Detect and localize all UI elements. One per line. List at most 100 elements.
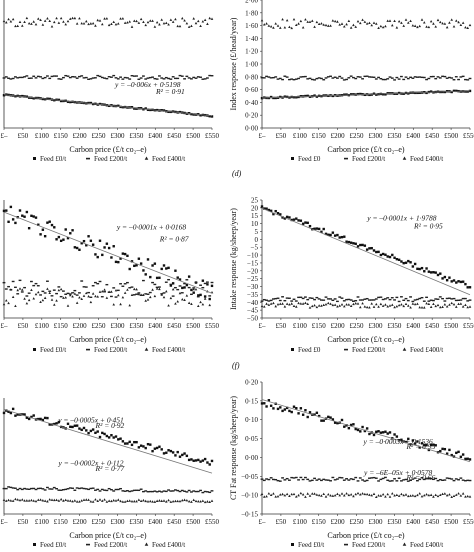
data-point-Feed £0/t (439, 449, 442, 453)
data-point-Feed £200/t (464, 297, 467, 300)
data-point-Feed £200/t (100, 76, 104, 79)
data-point-Feed £0/t (267, 399, 271, 402)
data-point-Feed £400/t (368, 21, 371, 25)
data-point-Feed £200/t (443, 300, 447, 302)
data-point-Feed £200/t (304, 296, 307, 298)
data-point-Feed £200/t (404, 76, 408, 78)
data-point-Feed £400/t (87, 22, 90, 26)
data-point-Feed £200/t (142, 75, 145, 77)
data-point-Feed £200/t (121, 285, 125, 287)
data-point-Feed £200/t (452, 479, 456, 482)
equation-annotation: y = –0·0005x + 0·451 (57, 415, 124, 424)
data-point-Feed £0 (445, 279, 449, 282)
data-point-Feed £200/t (192, 490, 196, 492)
data-point-Feed £200/t (466, 479, 470, 482)
data-point-Feed £0/t (78, 427, 81, 430)
data-point-Feed £200/t (75, 77, 79, 79)
data-point-Feed £200/t (388, 76, 392, 78)
legend-label: Feed £0/t (40, 541, 66, 549)
data-point-Feed £0/t (208, 115, 211, 118)
data-point-Feed £200/t (171, 295, 175, 297)
data-point-Feed £400/t (294, 305, 298, 308)
data-point-Feed £400/t (411, 24, 415, 27)
data-point-Feed £200/t (377, 480, 380, 482)
data-point-Feed £0 (395, 257, 399, 261)
data-point-Feed £0/t (133, 107, 136, 110)
data-point-Feed £0 (459, 280, 463, 284)
data-point-Feed £200/t (386, 297, 390, 299)
data-point-Feed £200/t (448, 477, 451, 480)
data-point-Feed £200/t (333, 479, 337, 481)
data-point-Feed £0/t (329, 416, 332, 419)
data-point-Feed £400/t (452, 494, 456, 498)
data-point-Feed £400/t (468, 495, 472, 498)
data-point-Feed £200/t (322, 79, 326, 81)
data-point-Feed £0 (407, 259, 410, 263)
data-point-Feed £0 (313, 94, 316, 97)
data-point-Feed £400/t (78, 16, 81, 20)
data-point-Feed £0 (269, 95, 273, 99)
data-point-Feed £400/t (11, 499, 15, 502)
data-point-Feed £400/t (171, 20, 175, 23)
data-point-Feed £400/t (267, 303, 271, 306)
data-point-Feed £400/t (441, 492, 444, 495)
data-point-Feed £0/t (295, 407, 298, 410)
data-point-Feed £400/t (185, 294, 189, 297)
data-point-Feed £400/t (427, 25, 431, 29)
data-point-Feed £200/t (427, 477, 431, 480)
data-point-Feed £400/t (370, 23, 374, 27)
data-point-Feed £200/t (292, 477, 296, 479)
data-point-Feed £400/t (48, 291, 52, 295)
data-point-Feed £400/t (413, 494, 417, 498)
data-point-Feed £200/t (388, 298, 392, 301)
y-tick-label: −30 (247, 283, 258, 291)
data-point-Feed £200/t (315, 77, 319, 80)
x-tick-label: £150 (312, 518, 327, 526)
data-point-Feed £400/t (107, 290, 111, 293)
data-point-Feed £0/t (130, 443, 134, 447)
data-point-Feed £0/t (21, 94, 24, 98)
data-point-Feed £400/t (187, 301, 191, 304)
data-point-Feed £0/t (411, 439, 415, 442)
data-point-Feed £0 (349, 241, 353, 244)
data-point-Feed £0 (423, 270, 426, 273)
legend-marker (86, 348, 90, 351)
data-point-Feed £200/t (416, 76, 419, 78)
data-point-Feed £400/t (192, 17, 196, 20)
data-point-Feed £400/t (281, 302, 284, 305)
data-point-Feed £400/t (46, 17, 49, 20)
data-point-Feed £400/t (420, 494, 424, 498)
data-point-Feed £0 (288, 216, 291, 219)
equation-annotation: R² = 0·66 (405, 473, 435, 482)
data-point-Feed £400/t (112, 303, 116, 306)
data-point-Feed £200/t (123, 283, 127, 285)
data-point-Feed £400/t (402, 24, 406, 27)
data-point-Feed £200/t (272, 478, 275, 481)
data-point-Feed £0 (393, 256, 396, 259)
data-point-Feed £0/t (80, 242, 83, 245)
data-point-Feed £200/t (361, 78, 364, 80)
x-tick-label: £450 (167, 132, 182, 140)
legend: Feed £0/t Feed £200/t Feed £400/t (33, 346, 185, 354)
data-point-Feed £0/t (272, 407, 275, 410)
data-point-Feed £400/t (381, 25, 385, 29)
data-point-Feed £0 (315, 95, 319, 98)
data-point-Feed £400/t (441, 22, 444, 25)
legend-label: Feed £400/t (410, 155, 443, 163)
data-point-Feed £0/t (359, 430, 362, 433)
data-point-Feed £400/t (18, 287, 22, 290)
data-point-Feed £0/t (386, 432, 389, 435)
data-point-Feed £400/t (30, 22, 33, 25)
data-point-Feed £200/t (7, 285, 10, 288)
x-tick-label: £100 (35, 322, 50, 330)
data-point-Feed £200/t (87, 488, 90, 491)
data-point-Feed £400/t (144, 499, 148, 503)
data-point-Feed £200/t (274, 76, 278, 78)
data-point-Feed £0/t (2, 209, 6, 213)
data-point-Feed £0 (352, 242, 355, 245)
data-point-Feed £400/t (292, 17, 296, 21)
data-point-Feed £200/t (304, 75, 307, 78)
data-point-Feed £200/t (452, 79, 456, 81)
data-point-Feed £200/t (432, 75, 435, 78)
data-point-Feed £400/t (112, 20, 116, 24)
